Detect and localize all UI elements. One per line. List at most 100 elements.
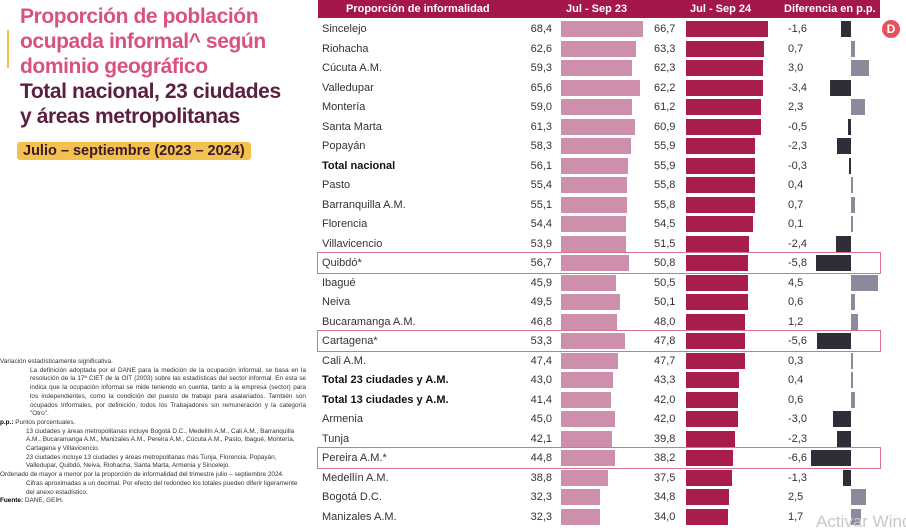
value-2024: 38,2 bbox=[654, 452, 676, 464]
row-label: Manizales A.M. bbox=[322, 510, 397, 523]
title-line: dominio geográfico bbox=[20, 55, 208, 78]
bar-diff bbox=[836, 235, 851, 252]
value-2023: 56,7 bbox=[530, 257, 552, 269]
value-2023: 49,5 bbox=[530, 296, 552, 308]
bar-2023 bbox=[561, 411, 615, 427]
bar-diff bbox=[816, 333, 851, 349]
note: Fuente: DANE, GEIH. bbox=[0, 497, 306, 506]
note-label: p.p.: bbox=[0, 418, 14, 426]
row-label: Popayán bbox=[322, 140, 366, 152]
value-2024: 62,3 bbox=[654, 62, 676, 74]
table-row: Florencia 54,4 54,5 0,1 bbox=[318, 214, 880, 234]
bar-2023 bbox=[561, 99, 632, 115]
value-2024: 34,8 bbox=[654, 491, 676, 503]
windows-watermark: Activar Windows bbox=[816, 512, 906, 531]
header-2024: Jul - Sep 24 bbox=[690, 3, 752, 15]
bar-diff bbox=[851, 489, 867, 505]
table-row: Barranquilla A.M. 55,1 55,8 0,7 bbox=[318, 195, 880, 215]
value-2023: 32,3 bbox=[530, 510, 552, 523]
row-label: Cúcuta A.M. bbox=[322, 62, 382, 74]
table-row: Cúcuta A.M. 59,3 62,3 3,0 bbox=[318, 58, 880, 78]
row-label: Ibagué bbox=[322, 276, 356, 289]
bar-2024 bbox=[686, 333, 745, 349]
bar-2023 bbox=[561, 372, 613, 388]
value-2023: 47,4 bbox=[530, 354, 552, 367]
value-2023: 58,3 bbox=[530, 140, 552, 152]
dane-logo-icon[interactable]: D bbox=[882, 20, 900, 38]
bar-2024 bbox=[686, 40, 764, 57]
value-2024: 51,5 bbox=[654, 237, 676, 250]
value-2024: 63,3 bbox=[654, 42, 676, 55]
bar-2024 bbox=[686, 235, 750, 252]
bar-2023 bbox=[561, 118, 635, 135]
row-label: Quibdó* bbox=[322, 257, 362, 269]
bar-diff bbox=[836, 430, 851, 447]
value-diff: -1,3 bbox=[788, 471, 807, 484]
value-2023: 45,0 bbox=[530, 413, 552, 425]
footnotes: Variación estadísticamente significativa… bbox=[0, 358, 306, 506]
value-diff: 0,7 bbox=[788, 198, 804, 211]
bar-2023 bbox=[561, 79, 640, 96]
bar-diff bbox=[851, 352, 853, 369]
table-row: Pereira A.M.* 44,8 38,2 -6,6 bbox=[317, 447, 881, 469]
row-label: Riohacha bbox=[322, 42, 369, 55]
row-label: Bogotá D.C. bbox=[322, 491, 382, 503]
row-label: Cartagena* bbox=[322, 335, 378, 347]
table-row: Quibdó* 56,7 50,8 -5,8 bbox=[317, 252, 881, 274]
bar-2024 bbox=[686, 294, 748, 310]
value-2023: 54,4 bbox=[530, 218, 552, 230]
bar-2023 bbox=[561, 450, 615, 466]
value-2024: 62,2 bbox=[654, 81, 676, 94]
value-diff: -1,6 bbox=[788, 23, 807, 35]
value-diff: 3,0 bbox=[788, 62, 804, 74]
value-2024: 54,5 bbox=[654, 218, 676, 230]
table-row: Bucaramanga A.M. 46,8 48,0 1,2 bbox=[318, 312, 880, 332]
value-2024: 55,9 bbox=[654, 159, 676, 172]
row-label: Medellín A.M. bbox=[322, 471, 389, 484]
bar-2024 bbox=[686, 216, 754, 232]
bar-2024 bbox=[686, 391, 738, 408]
bar-2023 bbox=[561, 274, 617, 291]
bar-2024 bbox=[686, 138, 755, 154]
bar-diff bbox=[851, 391, 855, 408]
bar-2024 bbox=[686, 157, 755, 174]
bar-2023 bbox=[561, 255, 630, 271]
row-label: Santa Marta bbox=[322, 120, 382, 133]
bar-2024 bbox=[686, 313, 746, 330]
value-2024: 43,3 bbox=[654, 374, 676, 386]
table-row: Ibagué 45,9 50,5 4,5 bbox=[318, 273, 880, 293]
value-2023: 62,6 bbox=[530, 42, 552, 55]
value-2024: 37,5 bbox=[654, 471, 676, 484]
table-row: Medellín A.M. 38,8 37,5 -1,3 bbox=[318, 468, 880, 488]
value-2023: 53,9 bbox=[530, 237, 552, 250]
bar-diff bbox=[830, 79, 851, 96]
row-label: Cali A.M. bbox=[322, 354, 367, 367]
value-diff: 0,4 bbox=[788, 179, 804, 191]
row-label: Barranquilla A.M. bbox=[322, 198, 406, 211]
note: Cifras aproximadas a un decimal. Por efe… bbox=[26, 479, 298, 496]
value-2023: 59,3 bbox=[530, 62, 552, 74]
table-row: Total 13 ciudades y A.M. 41,4 42,0 0,6 bbox=[318, 390, 880, 410]
table-row: Cartagena* 53,3 47,8 -5,6 bbox=[317, 330, 881, 352]
bar-diff bbox=[851, 60, 870, 76]
bar-diff bbox=[843, 469, 851, 486]
bar-2023 bbox=[561, 313, 618, 330]
value-2024: 42,0 bbox=[654, 413, 676, 425]
note-text: DANE, GEIH. bbox=[24, 497, 64, 505]
row-label: Neiva bbox=[322, 296, 351, 308]
value-diff: -3,0 bbox=[788, 413, 807, 425]
bar-diff bbox=[851, 372, 854, 388]
bar-2024 bbox=[686, 469, 733, 486]
bar-diff bbox=[851, 99, 866, 115]
value-diff: 1,2 bbox=[788, 315, 804, 328]
bar-2024 bbox=[686, 274, 749, 291]
bar-2023 bbox=[561, 196, 628, 213]
value-diff: -2,4 bbox=[788, 237, 807, 250]
header-2023: Jul - Sep 23 bbox=[566, 3, 628, 15]
value-2023: 45,9 bbox=[530, 276, 552, 289]
value-diff: 1,7 bbox=[788, 510, 804, 523]
table-row: Tunja 42,1 39,8 -2,3 bbox=[318, 429, 880, 449]
value-2024: 55,8 bbox=[654, 198, 676, 211]
bar-2023 bbox=[561, 430, 612, 447]
bar-2023 bbox=[561, 391, 611, 408]
